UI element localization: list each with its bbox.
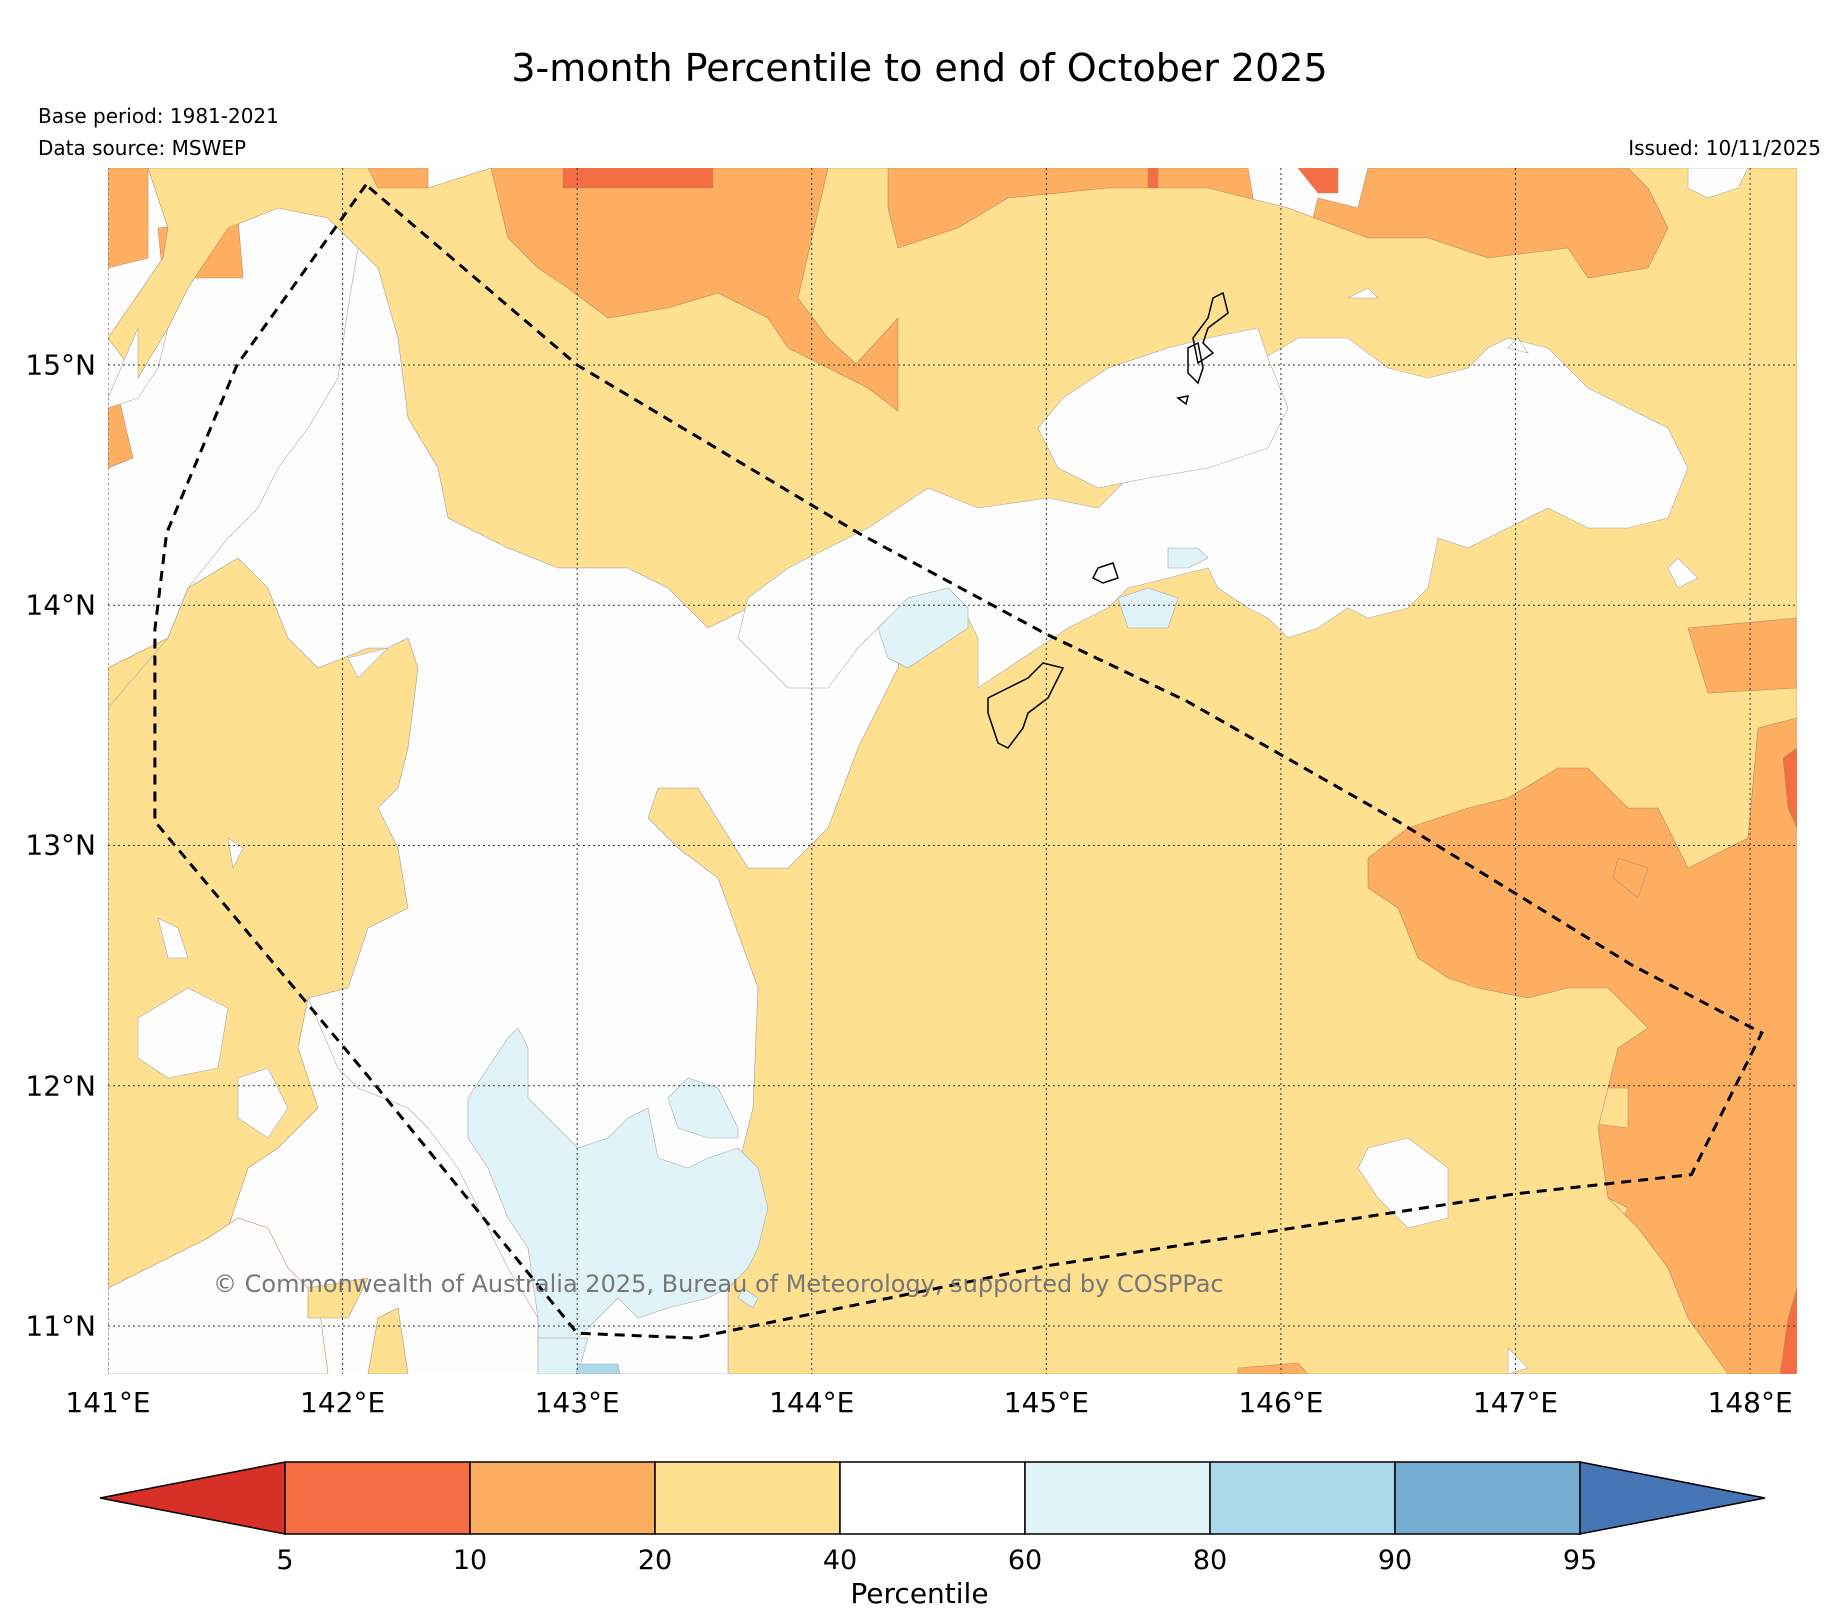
issued-date: Issued: 10/11/2025 [1628, 136, 1821, 160]
percentile-colorbar [100, 1461, 1766, 1535]
percentile-map: © Commonwealth of Australia 2025, Bureau… [108, 168, 1797, 1374]
copyright-notice: © Commonwealth of Australia 2025, Bureau… [213, 1270, 1224, 1298]
percentile-80-90-regions [575, 1363, 621, 1374]
colorbar-segment-40-60 [839, 1461, 1026, 1535]
lon-tick-label: 147°E [1472, 1386, 1559, 1419]
colorbar-label-5: 5 [276, 1545, 294, 1576]
colorbar-segment-5-10 [284, 1461, 471, 1535]
colorbar-label-60: 60 [1007, 1545, 1043, 1576]
lon-tick-label: 142°E [300, 1386, 386, 1419]
lon-tick-label: 143°E [534, 1386, 620, 1419]
colorbar-arrow-above-95 [1579, 1461, 1766, 1535]
colorbar-segment-20-40 [654, 1461, 841, 1535]
lat-tick-label: 12°N [25, 1069, 96, 1103]
lon-tick-label: 145°E [1003, 1386, 1089, 1419]
colorbar-segment-10-20 [469, 1461, 656, 1535]
eez-boundary [153, 183, 1764, 1340]
island-outlines [987, 291, 1229, 749]
colorbar-segment-90-95 [1394, 1461, 1581, 1535]
colorbar-label-80: 80 [1192, 1545, 1228, 1576]
lat-tick-label: 11°N [25, 1309, 96, 1343]
percentile-60-80-regions [467, 547, 1209, 1374]
lon-tick-label: 141°E [65, 1386, 151, 1419]
base-period: Base period: 1981-2021 [38, 104, 279, 128]
colorbar-label-20: 20 [637, 1545, 673, 1576]
colorbar-segment-80-90 [1209, 1461, 1396, 1535]
lon-tick-label: 144°E [769, 1386, 855, 1419]
colorbar-label-95: 95 [1562, 1545, 1598, 1576]
data-source: Data source: MSWEP [38, 136, 247, 160]
lat-tick-label: 14°N [25, 588, 96, 622]
lat-tick-label: 13°N [25, 828, 96, 862]
colorbar-segment-60-80 [1024, 1461, 1211, 1535]
colorbar-arrow-below-5 [100, 1461, 286, 1535]
map-title: 3-month Percentile to end of October 202… [511, 46, 1328, 90]
lon-tick-label: 148°E [1707, 1386, 1793, 1419]
colorbar-label-90: 90 [1377, 1545, 1413, 1576]
percentile-5-10-regions [562, 168, 1797, 1374]
colorbar-title: Percentile [850, 1577, 989, 1610]
map-gridlines [108, 168, 1797, 1374]
colorbar-label-40: 40 [822, 1545, 858, 1576]
lat-tick-label: 15°N [25, 348, 96, 382]
lon-tick-label: 146°E [1238, 1386, 1324, 1419]
colorbar-label-10: 10 [452, 1545, 488, 1576]
